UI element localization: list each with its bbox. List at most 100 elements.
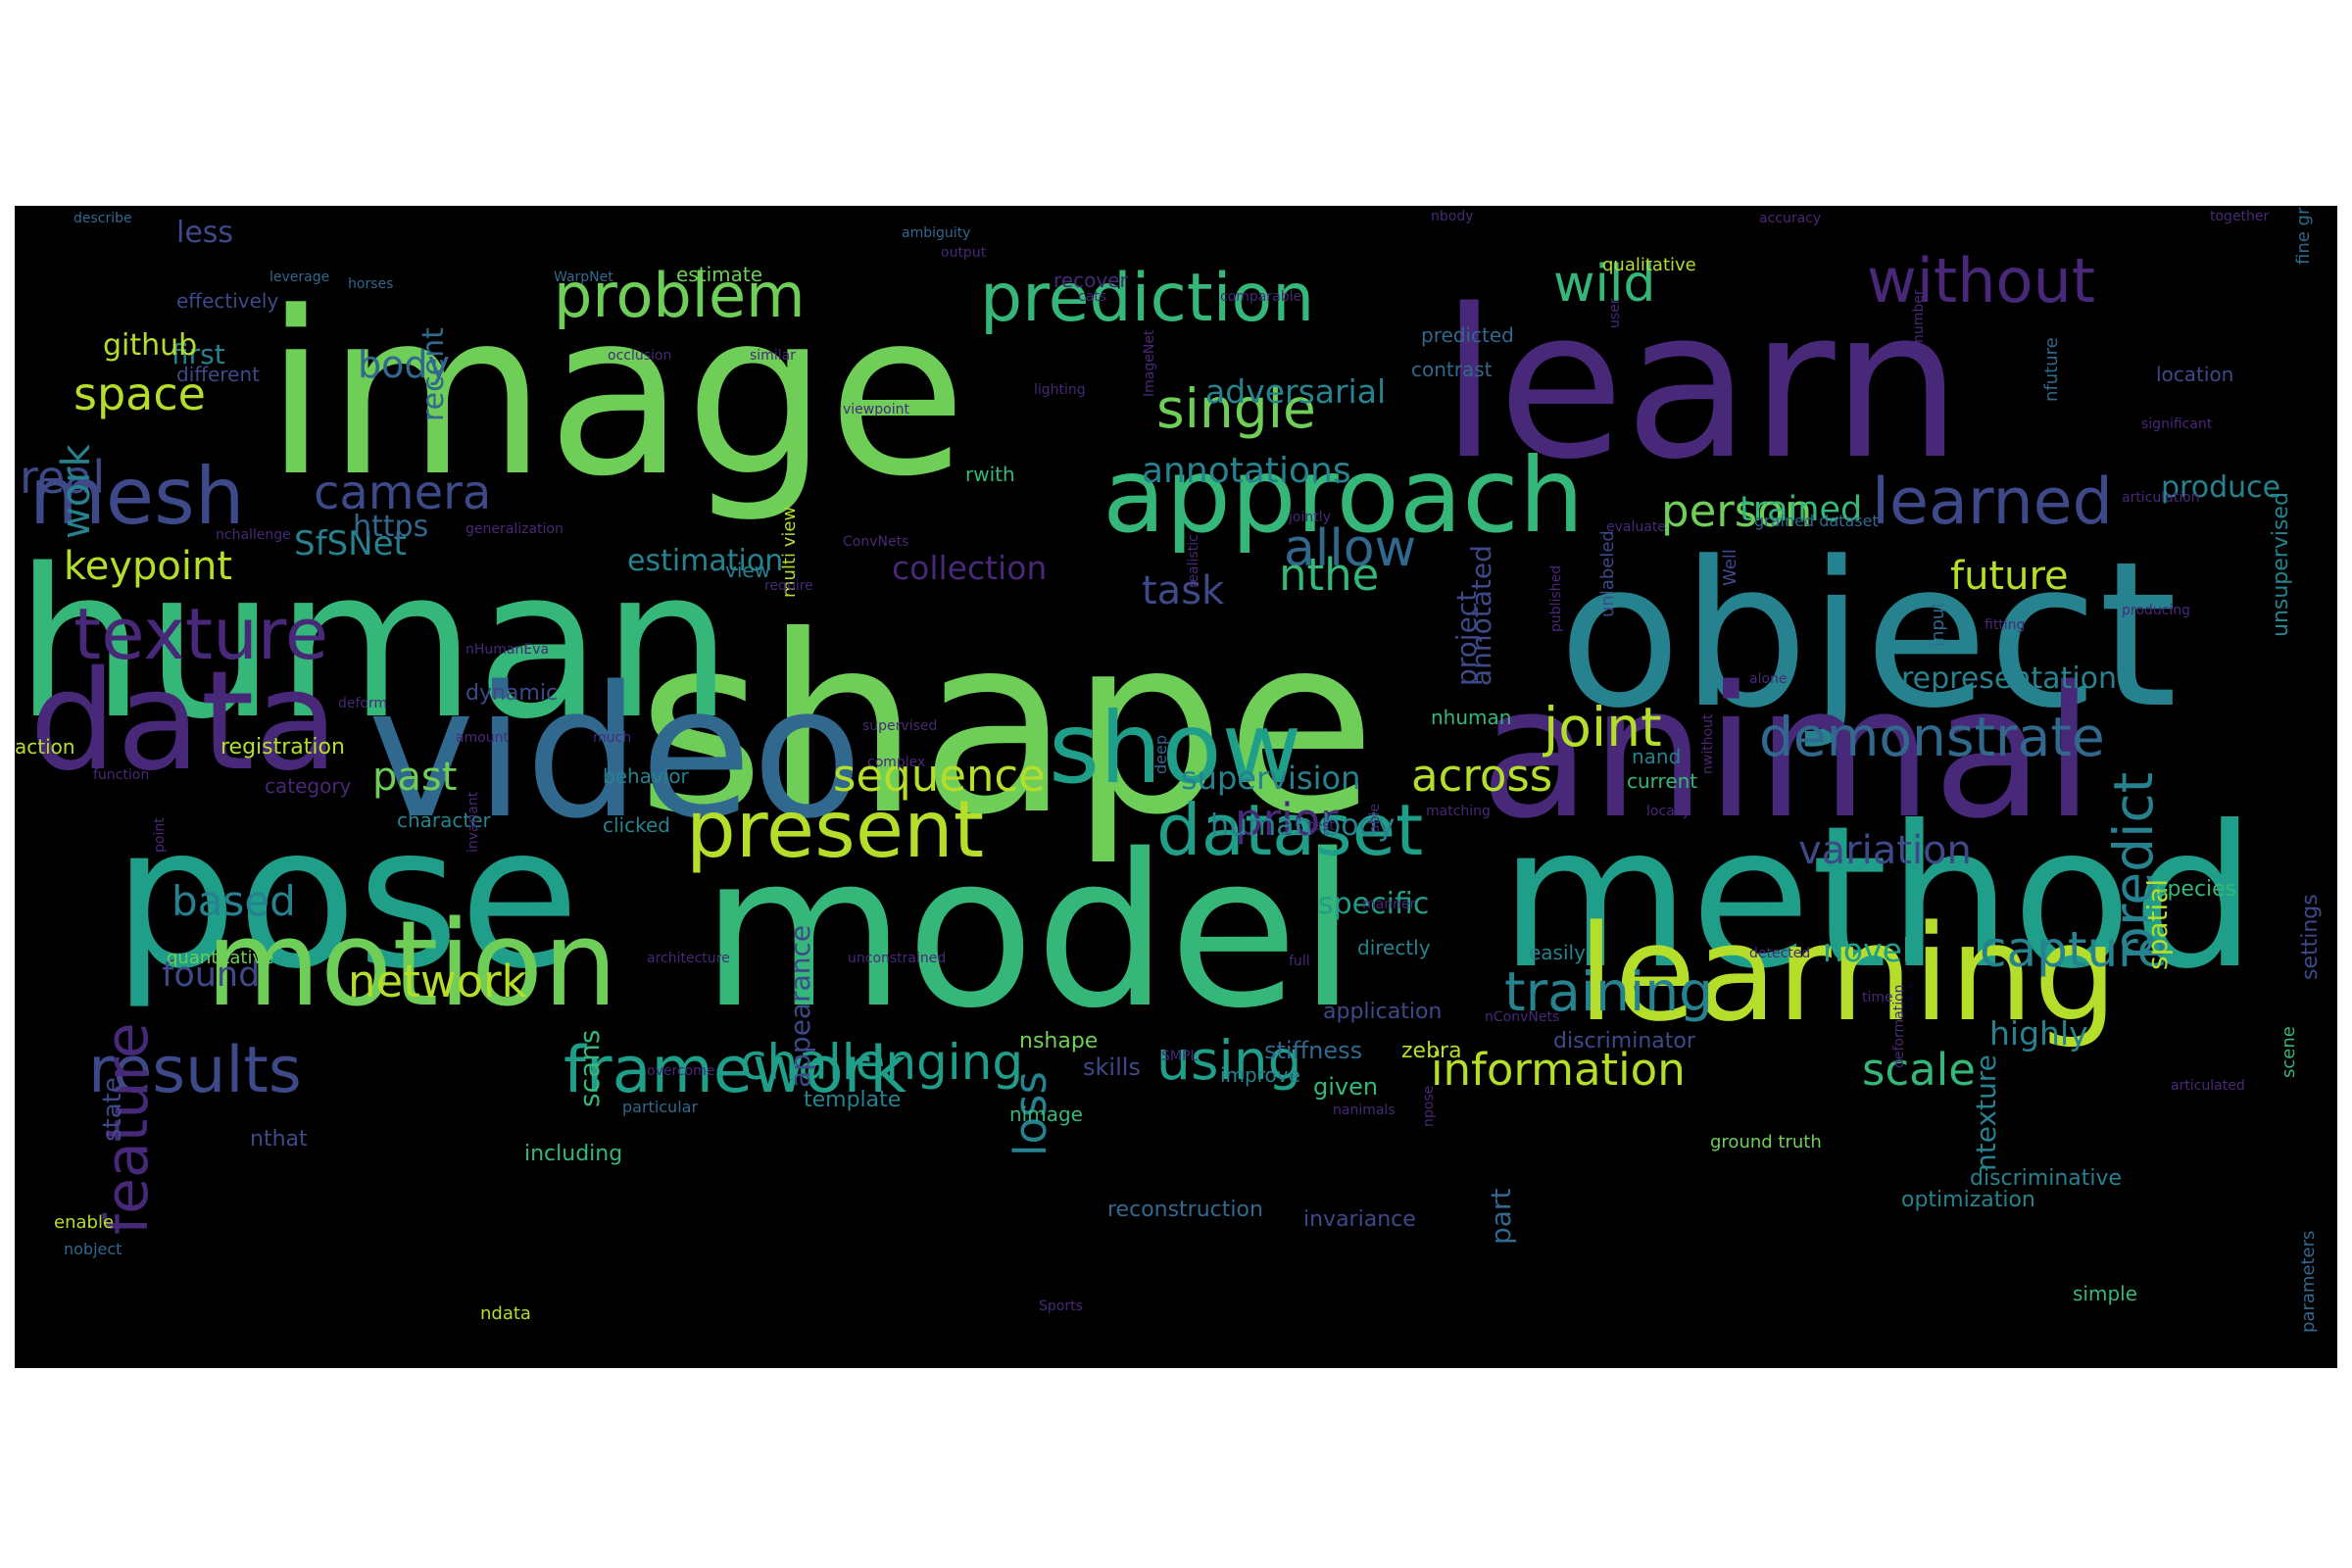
word-articulated: articulated: [2171, 1078, 2245, 1094]
word-object: object: [1558, 519, 2178, 753]
word-clicked: clicked: [603, 813, 670, 837]
word-detected: detected: [1749, 946, 1810, 961]
word-published: published: [1548, 565, 1564, 632]
word-found: found: [162, 956, 260, 995]
word-ndata: ndata: [480, 1303, 531, 1324]
word-category: category: [265, 774, 352, 798]
word-deform: deform: [338, 696, 387, 711]
word-nconvnets: nConvNets: [1485, 1009, 1559, 1025]
word-function: function: [93, 767, 149, 783]
word-matching: matching: [1426, 804, 1491, 819]
word-discriminator: discriminator: [1553, 1029, 1696, 1054]
word-data: data: [29, 642, 338, 802]
word-motion: motion: [206, 897, 617, 1033]
word-accuracy: accuracy: [1759, 211, 1821, 226]
word-jointly: jointly: [1288, 510, 1331, 525]
word-template: template: [804, 1088, 901, 1112]
word-produce: produce: [2161, 470, 2280, 505]
word-trained: trained: [1740, 490, 1862, 529]
word-nthat: nthat: [250, 1127, 308, 1152]
word-sports: Sports: [1039, 1298, 1083, 1314]
word-task: task: [1142, 568, 1225, 613]
word-test: test: [1308, 818, 1335, 834]
word-location: location: [2156, 363, 2233, 386]
word-much: much: [593, 730, 631, 746]
word-wild: wild: [1553, 255, 1655, 314]
word-human-body: human body: [1210, 808, 1395, 843]
word-future: future: [1950, 554, 2069, 599]
word-realistic: realistic: [1186, 534, 1201, 588]
word-current: current: [1627, 769, 1697, 793]
word-nobject: nobject: [64, 1240, 122, 1258]
word-past: past: [372, 755, 457, 800]
word-well: Well: [1720, 549, 1740, 586]
word-alone: alone: [1749, 671, 1788, 687]
word-deep: deep: [1152, 735, 1170, 774]
word-given: given: [1313, 1073, 1378, 1101]
word-body: body: [358, 343, 450, 386]
word-feature: feature: [93, 1022, 162, 1235]
word-rwith: rwith: [965, 463, 1015, 486]
word-information: information: [1431, 1044, 1686, 1096]
word-lighting: lighting: [1034, 382, 1086, 398]
word-quantitative: quantitative: [167, 948, 273, 968]
word-cloud-canvas: image shape learn human object model pose metho…: [15, 206, 2337, 1368]
word-output: output: [941, 245, 987, 261]
word-human: human: [15, 524, 733, 764]
word-dataset: dataset: [1156, 789, 1423, 871]
word-full: full: [1289, 954, 1310, 969]
word-prior: prior: [1235, 794, 1339, 846]
word-allow: allow: [1284, 519, 1416, 578]
word-skills: skills: [1083, 1054, 1141, 1081]
word-view: view: [725, 559, 770, 582]
word-enable: enable: [54, 1212, 114, 1233]
word-species: species: [2156, 877, 2236, 902]
word-nimage: nimage: [1009, 1102, 1083, 1126]
word-recover: recover: [1054, 269, 1128, 292]
word-grained-dataset: grained dataset: [1754, 512, 1879, 530]
word-zebra: zebra: [1401, 1039, 1462, 1063]
word-camera: camera: [314, 466, 491, 520]
word-first: first: [172, 338, 225, 370]
word-convnets: ConvNets: [843, 534, 908, 550]
word-predict: predict: [2102, 772, 2165, 960]
word-ntexture: ntexture: [1970, 1054, 2002, 1171]
word-challenging: challenging: [740, 1034, 1023, 1091]
word-cats: cats: [1078, 289, 1106, 305]
word-animal: animal: [1480, 647, 2094, 858]
word-nand: nand: [1632, 745, 1681, 768]
word-simple: simple: [2073, 1282, 2137, 1305]
word-smpl: SMPL: [1161, 1049, 1198, 1064]
word-nhuman: nhuman: [1431, 706, 1511, 729]
word-approach: approach: [1102, 436, 1584, 556]
word-nchallenge: nchallenge: [216, 527, 291, 543]
word-shape: shape: [637, 583, 1376, 868]
word-fine-grained: fine grained: [2293, 206, 2314, 265]
word-highly: highly: [1989, 1014, 2088, 1053]
word-qualitative: qualitative: [1602, 255, 1696, 275]
word-scans: scans: [573, 1030, 606, 1107]
word-supervision: supervision: [1181, 760, 1360, 797]
word-single: single: [1156, 377, 1316, 440]
word-complex: complex: [867, 755, 925, 770]
word-able: able: [1367, 804, 1383, 833]
word-directly: directly: [1357, 936, 1431, 959]
word-user: user: [1607, 298, 1623, 328]
word-github: github: [103, 328, 197, 363]
word-nfuture: nfuture: [2041, 337, 2062, 402]
word-scale: scale: [1862, 1044, 1976, 1096]
word-viewpoint: viewpoint: [843, 402, 909, 417]
word-mesh: mesh: [29, 451, 245, 542]
word-nbody: nbody: [1431, 209, 1474, 224]
word-real: real: [20, 451, 105, 504]
word-supervised: supervised: [862, 718, 937, 734]
word-learn: learn: [1441, 265, 1962, 505]
word-specific: specific: [1318, 887, 1429, 921]
word-different: different: [176, 363, 260, 386]
word-present: present: [686, 784, 984, 875]
word-imagenet: ImageNet: [1142, 329, 1157, 397]
word-person: person: [1661, 485, 1812, 537]
word-using: using: [1156, 1029, 1302, 1092]
word-https: https: [353, 510, 428, 544]
word-without: without: [1867, 245, 2095, 317]
